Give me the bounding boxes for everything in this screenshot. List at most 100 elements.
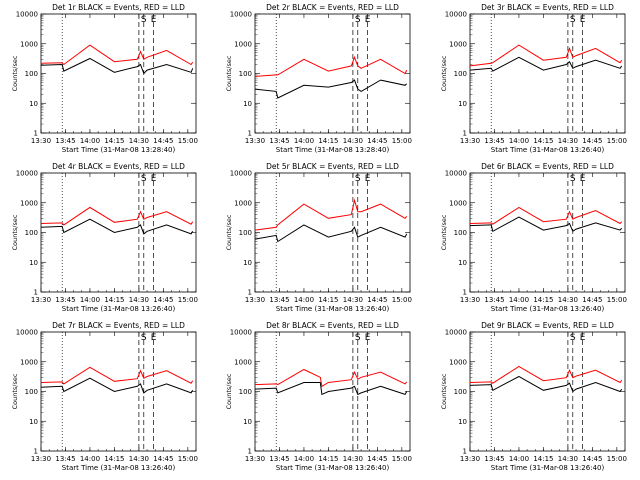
y-axis-label: Counts/sec <box>440 373 448 409</box>
time-marker-label: E <box>580 174 586 184</box>
x-tick-label: 14:30 <box>558 137 578 145</box>
x-tick-label: 14:15 <box>318 137 338 145</box>
chart-title: Det 6r BLACK = Events, RED = LLD <box>481 162 614 171</box>
y-tick-label: 10000 <box>230 329 252 337</box>
x-tick-label: 14:30 <box>558 296 578 304</box>
y-axis-label: Counts/sec <box>225 214 233 250</box>
chart-panel-8: Det 8r BLACK = Events, RED = LLD 13:30 13:… <box>225 321 412 472</box>
y-tick-label: 1000 <box>20 199 38 207</box>
series-line-events <box>469 216 623 233</box>
plot-frame <box>40 13 197 134</box>
y-axis-label: Counts/sec <box>440 55 448 91</box>
x-tick-label: 13:30 <box>245 137 265 145</box>
y-axis-label: Counts/sec <box>225 55 233 91</box>
x-tick-label: 14:00 <box>80 296 100 304</box>
y-tick-label: 1 <box>463 289 467 297</box>
series-line-lld <box>469 206 623 225</box>
x-tick-label: 14:30 <box>343 455 363 463</box>
time-marker-label: S <box>570 174 576 184</box>
time-marker-label: E <box>365 174 371 184</box>
y-tick-label: 10000 <box>445 11 467 19</box>
x-tick-label: 14:15 <box>318 455 338 463</box>
x-tick-label: 14:00 <box>294 137 314 145</box>
series-line-events <box>40 218 194 235</box>
y-tick-label: 10000 <box>16 11 38 19</box>
y-tick-label: 10000 <box>16 329 38 337</box>
y-tick-label: 10 <box>29 100 38 108</box>
x-tick-label: 13:45 <box>269 296 289 304</box>
y-tick-label: 1000 <box>234 40 252 48</box>
series-line-events <box>254 79 408 99</box>
y-tick-label: 100 <box>239 388 252 396</box>
x-tick-label: 13:30 <box>460 137 480 145</box>
x-tick-label: 14:45 <box>153 455 173 463</box>
y-tick-label: 10 <box>29 418 38 426</box>
series-line-events <box>254 382 408 396</box>
plot-frame <box>254 172 411 293</box>
y-tick-label: 1000 <box>449 358 467 366</box>
y-tick-label: 100 <box>239 229 252 237</box>
series-line-lld <box>254 198 408 231</box>
y-tick-label: 100 <box>239 70 252 78</box>
y-tick-label: 1000 <box>20 358 38 366</box>
x-tick-label: 13:45 <box>55 296 75 304</box>
chart-title: Det 9r BLACK = Events, RED = LLD <box>481 321 614 330</box>
x-tick-label: 13:30 <box>460 455 480 463</box>
series-line-events <box>40 377 194 394</box>
y-axis-label: Counts/sec <box>225 373 233 409</box>
chart-panel-9: Det 9r BLACK = Events, RED = LLD 13:30 13:… <box>440 321 627 472</box>
x-tick-label: 13:30 <box>31 137 51 145</box>
x-tick-label: 15:00 <box>607 296 627 304</box>
time-marker-label: E <box>151 174 157 184</box>
series-line-lld <box>40 366 194 385</box>
y-tick-label: 100 <box>25 388 38 396</box>
x-tick-label: 14:45 <box>367 455 387 463</box>
x-tick-label: 14:00 <box>509 455 529 463</box>
time-marker-label: S <box>355 174 361 184</box>
x-tick-label: 15:00 <box>392 455 412 463</box>
y-tick-label: 1000 <box>449 199 467 207</box>
x-tick-label: 13:30 <box>31 455 51 463</box>
chart-title: Det 1r BLACK = Events, RED = LLD <box>52 3 185 12</box>
x-tick-label: 13:45 <box>55 455 75 463</box>
x-tick-label: 13:45 <box>484 137 504 145</box>
y-tick-label: 10000 <box>230 170 252 178</box>
x-tick-label: 13:30 <box>245 296 265 304</box>
x-tick-label: 14:30 <box>129 296 149 304</box>
plot-frame <box>469 331 626 452</box>
chart-panel-3: Det 3r BLACK = Events, RED = LLD 13:30 13:… <box>440 3 627 154</box>
y-tick-label: 10 <box>243 100 252 108</box>
series-line-lld <box>40 206 194 226</box>
y-tick-label: 1000 <box>234 199 252 207</box>
y-tick-label: 1000 <box>234 358 252 366</box>
time-marker-label: E <box>580 333 586 343</box>
chart-panel-4: Det 4r BLACK = Events, RED = LLD 13:30 13:… <box>11 162 198 313</box>
time-marker-label: E <box>365 15 371 25</box>
chart-title: Det 3r BLACK = Events, RED = LLD <box>481 3 614 12</box>
y-tick-label: 10 <box>458 259 467 267</box>
x-tick-label: 13:45 <box>484 296 504 304</box>
time-marker-label: E <box>151 15 157 25</box>
x-tick-label: 14:30 <box>343 137 363 145</box>
y-tick-label: 100 <box>25 229 38 237</box>
series-line-events <box>469 56 623 72</box>
y-tick-label: 1 <box>34 130 38 138</box>
x-tick-label: 14:30 <box>129 137 149 145</box>
series-line-lld <box>254 55 408 77</box>
x-tick-label: 14:45 <box>582 137 602 145</box>
x-tick-label: 15:00 <box>178 455 198 463</box>
y-tick-label: 100 <box>454 229 467 237</box>
y-tick-label: 100 <box>25 70 38 78</box>
x-tick-label: 14:00 <box>80 137 100 145</box>
x-tick-label: 14:15 <box>104 455 124 463</box>
time-marker-label: E <box>365 333 371 343</box>
y-tick-label: 100 <box>454 388 467 396</box>
x-tick-label: 14:30 <box>558 455 578 463</box>
x-axis-label: Start Time (31-Mar-08 13:28:40) <box>276 146 390 154</box>
y-tick-label: 100 <box>454 70 467 78</box>
x-tick-label: 14:00 <box>80 455 100 463</box>
x-axis-label: Start Time (31-Mar-08 13:26:40) <box>491 146 605 154</box>
y-axis-label: Counts/sec <box>440 214 448 250</box>
x-tick-label: 14:15 <box>533 296 553 304</box>
y-tick-label: 1 <box>248 130 252 138</box>
